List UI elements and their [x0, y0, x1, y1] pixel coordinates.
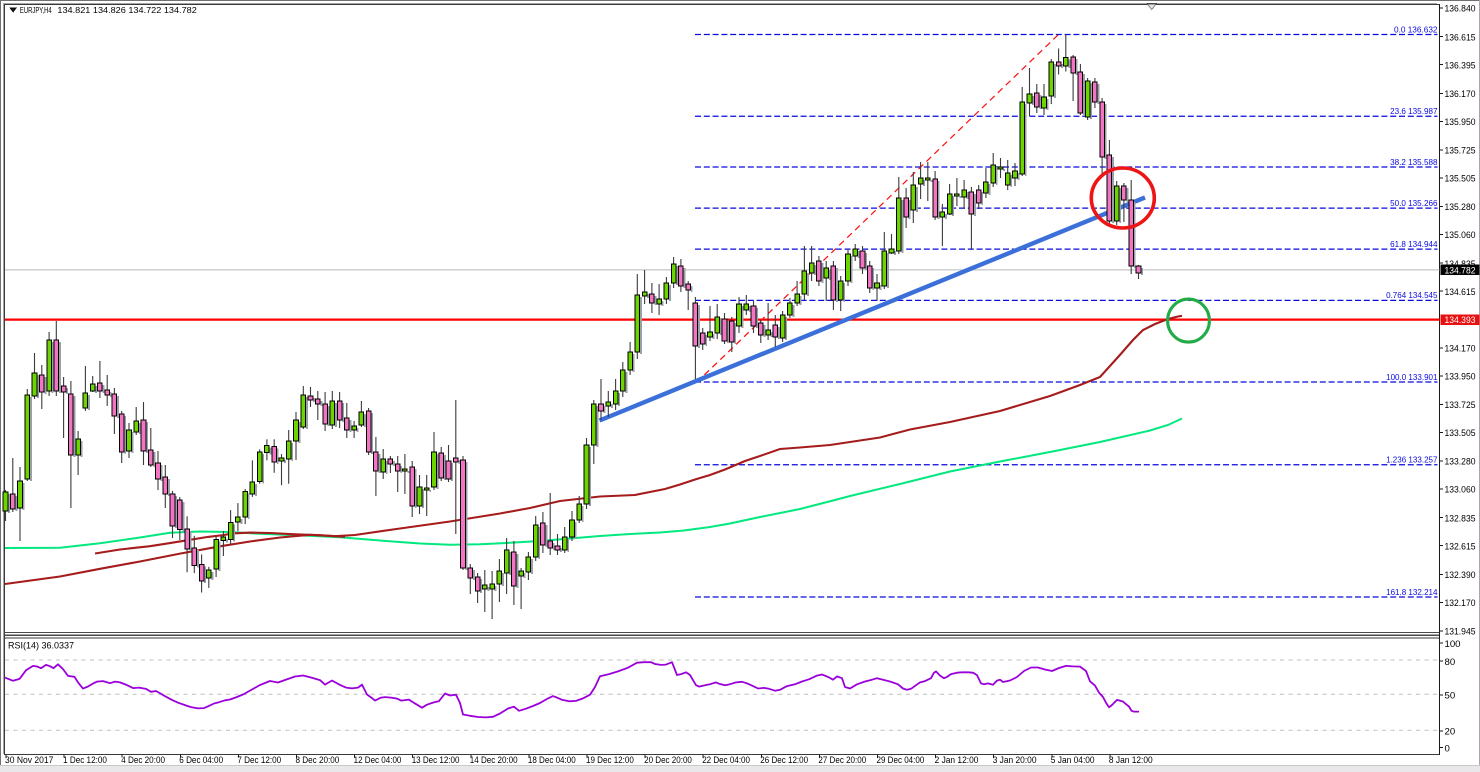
- svg-text:23.6 135.987: 23.6 135.987: [1390, 106, 1438, 116]
- svg-text:135.725: 135.725: [1445, 146, 1476, 157]
- svg-text:20 Dec 20:00: 20 Dec 20:00: [644, 755, 692, 766]
- svg-text:134.821 134.826 134.722 134.78: 134.821 134.826 134.722 134.782: [57, 5, 197, 15]
- svg-text:13 Dec 12:00: 13 Dec 12:00: [412, 755, 460, 766]
- svg-text:135.280: 135.280: [1445, 202, 1476, 213]
- svg-text:132.390: 132.390: [1445, 570, 1476, 581]
- svg-text:19 Dec 12:00: 19 Dec 12:00: [586, 755, 634, 766]
- svg-text:135.060: 135.060: [1445, 230, 1476, 241]
- svg-text:100.0 133.901: 100.0 133.901: [1386, 372, 1438, 382]
- svg-text:0.764 134.545: 0.764 134.545: [1386, 290, 1438, 300]
- svg-text:133.950: 133.950: [1445, 371, 1476, 382]
- svg-text:134.615: 134.615: [1445, 287, 1476, 298]
- svg-text:3 Jan 20:00: 3 Jan 20:00: [993, 755, 1037, 766]
- svg-text:135.505: 135.505: [1445, 174, 1476, 185]
- svg-text:136.615: 136.615: [1445, 32, 1476, 43]
- svg-text:6 Dec 04:00: 6 Dec 04:00: [179, 755, 223, 766]
- svg-text:5 Jan 04:00: 5 Jan 04:00: [1051, 755, 1095, 766]
- svg-text:20: 20: [1445, 727, 1456, 738]
- svg-text:134.393: 134.393: [1445, 315, 1476, 326]
- svg-text:RSI(14) 36.0337: RSI(14) 36.0337: [8, 641, 74, 652]
- svg-text:134.835: 134.835: [1445, 259, 1476, 270]
- svg-text:135.950: 135.950: [1445, 117, 1476, 128]
- svg-text:0: 0: [1445, 743, 1450, 754]
- svg-text:8 Jan 12:00: 8 Jan 12:00: [1109, 755, 1153, 766]
- svg-text:132.615: 132.615: [1445, 541, 1476, 552]
- svg-text:14 Dec 20:00: 14 Dec 20:00: [470, 755, 518, 766]
- svg-text:27 Dec 20:00: 27 Dec 20:00: [818, 755, 866, 766]
- svg-text:50.0 135.266: 50.0 135.266: [1390, 198, 1438, 208]
- svg-text:61.8 134.944: 61.8 134.944: [1390, 239, 1438, 249]
- svg-text:26 Dec 12:00: 26 Dec 12:00: [760, 755, 808, 766]
- svg-text:1.236 133.257: 1.236 133.257: [1386, 455, 1438, 465]
- svg-text:8 Dec 20:00: 8 Dec 20:00: [296, 755, 340, 766]
- svg-text:132.835: 132.835: [1445, 513, 1476, 524]
- svg-text:30 Nov 2017: 30 Nov 2017: [5, 755, 53, 766]
- svg-text:50: 50: [1445, 691, 1456, 702]
- svg-text:EURJPY,H4: EURJPY,H4: [20, 5, 52, 15]
- svg-text:131.945: 131.945: [1445, 627, 1476, 638]
- svg-text:133.280: 133.280: [1445, 457, 1476, 468]
- svg-text:2 Jan 12:00: 2 Jan 12:00: [935, 755, 979, 766]
- svg-text:133.725: 133.725: [1445, 400, 1476, 411]
- svg-text:134.782: 134.782: [1445, 265, 1476, 276]
- svg-text:12 Dec 04:00: 12 Dec 04:00: [354, 755, 402, 766]
- svg-text:133.060: 133.060: [1445, 485, 1476, 496]
- svg-text:29 Dec 04:00: 29 Dec 04:00: [877, 755, 925, 766]
- svg-text:133.505: 133.505: [1445, 428, 1476, 439]
- svg-text:136.170: 136.170: [1445, 89, 1476, 100]
- svg-text:161.8 132.214: 161.8 132.214: [1386, 587, 1438, 597]
- svg-text:4 Dec 20:00: 4 Dec 20:00: [121, 755, 165, 766]
- svg-text:1 Dec 12:00: 1 Dec 12:00: [63, 755, 107, 766]
- svg-text:80: 80: [1445, 657, 1456, 668]
- svg-text:7 Dec 12:00: 7 Dec 12:00: [237, 755, 281, 766]
- svg-text:0.0 136.632: 0.0 136.632: [1394, 24, 1438, 34]
- svg-text:22 Dec 04:00: 22 Dec 04:00: [702, 755, 750, 766]
- svg-text:100: 100: [1445, 639, 1461, 650]
- svg-text:134.170: 134.170: [1445, 343, 1476, 354]
- svg-text:132.170: 132.170: [1445, 598, 1476, 609]
- svg-text:136.395: 136.395: [1445, 60, 1476, 71]
- svg-text:136.840: 136.840: [1445, 4, 1476, 15]
- svg-text:18 Dec 04:00: 18 Dec 04:00: [528, 755, 576, 766]
- svg-text:38.2 135.588: 38.2 135.588: [1390, 157, 1438, 167]
